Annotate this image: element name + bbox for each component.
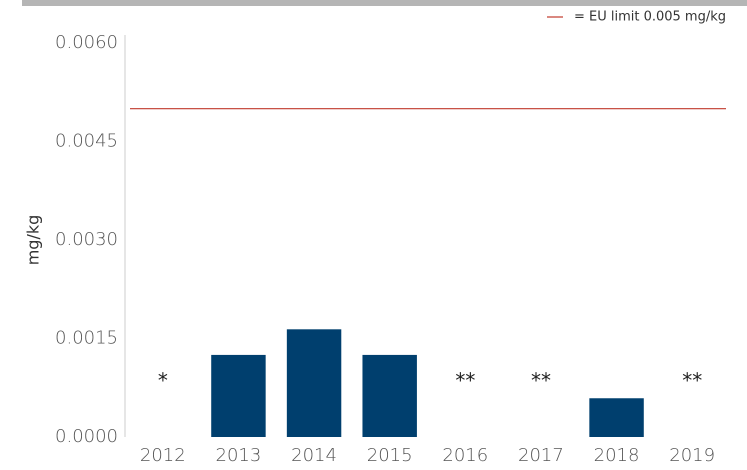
y-tick-label: 0.0000 [55,426,118,447]
x-tick-label: 2019 [669,445,715,466]
x-tick-label: 2017 [518,445,564,466]
annotation: ** [682,369,702,393]
annotation: ** [455,369,475,393]
y-axis-label: mg/kg [24,215,43,266]
annotation: ** [531,369,551,393]
bar [362,354,417,437]
annotation: * [158,369,168,393]
x-tick-label: 2016 [442,445,488,466]
y-tick-label: 0.0045 [55,131,118,152]
bar [286,329,342,437]
top-strip [22,0,747,6]
x-tick-label: 2012 [140,445,186,466]
y-tick-label: 0.0060 [55,32,118,53]
bar [211,354,266,437]
y-tick-label: 0.0015 [55,328,118,349]
x-tick-label: 2018 [594,445,640,466]
bar [589,398,644,437]
x-tick-label: 2014 [291,445,337,466]
y-tick-label: 0.0030 [55,229,118,250]
legend-label: = EU limit 0.005 mg/kg [574,10,726,25]
x-tick-label: 2013 [216,445,262,466]
x-tick-label: 2015 [367,445,413,466]
